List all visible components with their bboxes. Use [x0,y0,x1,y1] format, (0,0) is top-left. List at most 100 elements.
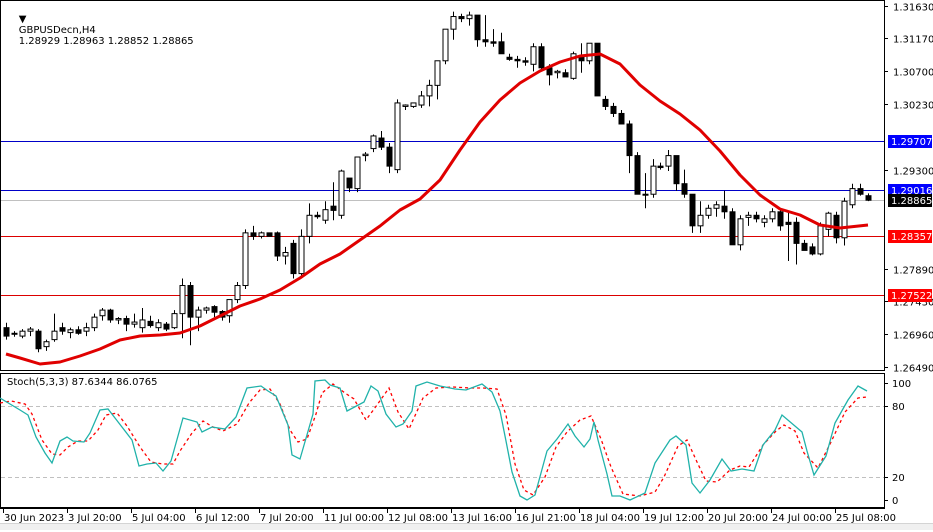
candle [657,162,664,170]
candle [19,329,26,339]
candle [99,308,106,321]
candle [290,239,297,279]
candle [721,190,728,219]
stoch-tick-label: 80 [892,402,905,413]
candle [665,149,672,172]
candle [51,313,58,342]
candle [681,169,688,198]
candle [362,152,369,162]
price-tick-label: 1.29300 [893,167,933,178]
candle [769,208,776,223]
candle [147,315,154,328]
stoch-levels [1,406,884,478]
candle [226,299,233,323]
stoch-lines [0,379,868,501]
candle [857,183,864,196]
candle [83,322,90,337]
candlesticks [3,11,872,353]
candle [522,57,529,66]
time-tick-label: 3 Jul 20:00 [68,513,122,524]
stoch-tick-label: 20 [892,473,905,484]
candle [410,102,417,108]
candle [498,32,505,55]
candle [793,217,800,265]
candle [602,95,609,110]
candle [306,203,313,244]
candle [67,327,74,339]
candle [274,231,281,261]
candle [338,169,345,219]
candle [610,102,617,117]
candle [163,322,170,332]
price-tick-label: 1.31630 [893,3,933,14]
candle [434,60,441,100]
candle [705,204,712,219]
candle [634,152,641,195]
time-axis: 30 Jun 2023 3 Jul 20:00 5 Jul 04:00 6 Jul 1… [0,508,896,524]
candle [418,90,425,108]
candle [314,211,321,219]
price-label-text: 1.28357 [891,232,932,243]
price-label-box [888,194,932,207]
candle [242,229,249,290]
chart-title: ▼ GBPUSDecn,H4 1.28929 1.28963 1.28852 1… [6,3,194,58]
ohlc-values: 1.28929 1.28963 1.28852 1.28865 [18,36,194,47]
candle [35,329,42,353]
candle [179,278,186,339]
candle [530,43,537,72]
candle [689,193,696,233]
triangle-down-icon[interactable]: ▼ [18,14,27,25]
candle [594,42,601,97]
candle [354,156,361,193]
candle [642,173,649,209]
price-label-box [888,289,932,302]
price-label-text: 1.27522 [891,291,932,302]
time-tick-label: 13 Jul 16:00 [452,513,512,524]
stoch-tick-label: 0 [892,496,898,507]
candle [809,243,816,256]
time-tick-label: 25 Jul 08:00 [836,513,896,524]
candle [729,208,736,246]
price-label-box [888,135,932,148]
candle [171,310,178,330]
candle [753,211,760,223]
candle [123,315,130,332]
candle [322,201,329,224]
time-tick-label: 11 Jul 00:00 [324,513,384,524]
status-bar [0,523,933,530]
candle [841,197,848,246]
candle [817,222,824,256]
time-tick-label: 30 Jun 2023 [4,513,64,524]
candle [713,201,720,217]
time-tick-label: 7 Jul 20:00 [260,513,314,524]
moving-average-line [5,52,869,366]
candle [626,120,633,174]
candle [131,313,138,328]
candle [266,232,273,237]
time-tick-label: 12 Jul 08:00 [388,513,448,524]
candle [378,131,385,150]
candle [673,155,680,191]
candle [618,109,625,125]
price-axis: 1.31630 1.31170 1.30700 1.30230 1.29300 1.278… [884,0,933,375]
time-tick-label: 6 Jul 12:00 [196,513,250,524]
candle [466,11,473,26]
candle [761,215,768,228]
candle [155,319,162,332]
candle [3,322,10,340]
candle [250,225,257,240]
time-tick-label: 19 Jul 12:00 [644,513,704,524]
candle [849,183,856,209]
candle [91,313,98,332]
candle [801,239,808,251]
candle [75,326,82,335]
candle [825,211,832,237]
price-tick-label: 1.27890 [893,266,933,277]
horizontal-lines[interactable] [1,141,884,296]
candle [482,15,489,47]
stoch-tick-label: 100 [892,379,911,390]
ma-line [5,52,869,366]
candle [697,201,704,233]
